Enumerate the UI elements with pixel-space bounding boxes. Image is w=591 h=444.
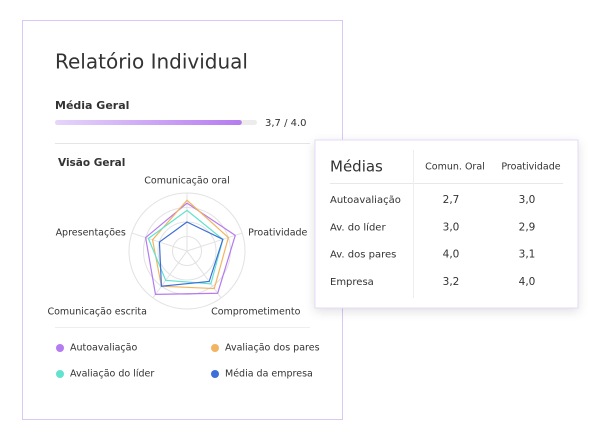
summary-label: Média Geral [55,99,129,112]
radar-spoke [186,250,222,299]
column-header: Proatividade [501,162,560,173]
legend-label: Avaliação do líder [70,369,154,380]
cell: 3,0 [443,221,460,233]
legend-label: Avaliação dos pares [225,343,320,354]
progress-fill [55,120,242,125]
radar-spoke [186,232,243,252]
table-title: Médias [330,158,383,176]
row-label: Av. dos pares [330,250,396,261]
radar-spoke [152,250,188,299]
chart-title: Visão Geral [58,157,125,169]
report-title: Relatório Individual [55,50,248,74]
cell: 3,0 [519,194,536,206]
cell: 3,2 [443,276,460,288]
radar-series [147,209,224,285]
column-header: Comun. Oral [425,162,485,173]
row-label: Empresa [330,277,374,288]
legend-swatch [56,344,64,352]
legend-label: Autoavaliação [70,343,137,354]
radar-series [158,221,224,287]
axis-label: Comunicação oral [144,176,229,187]
summary-value: 3,7 / 4.0 [265,118,307,129]
report-card [22,20,343,420]
cell: 3,1 [519,249,536,261]
legend-label: Média da empresa [225,369,313,380]
cell: 2,9 [519,221,536,233]
axis-label: Proatividade [248,228,307,239]
radar-series [144,202,236,296]
axis-label: Comprometimento [211,306,301,317]
legend-swatch [211,344,219,352]
table-card [314,139,579,309]
axis-label: Apresentações [56,228,126,239]
cell: 4,0 [443,249,460,261]
cell: 2,7 [443,194,460,206]
axis-label: Comunicação escrita [47,306,146,317]
row-label: Autoavaliação [330,195,401,206]
legend-swatch [211,370,219,378]
cell: 4,0 [519,276,536,288]
legend-swatch [56,370,64,378]
row-label: Av. do líder [330,221,386,233]
radar-series [151,199,230,290]
